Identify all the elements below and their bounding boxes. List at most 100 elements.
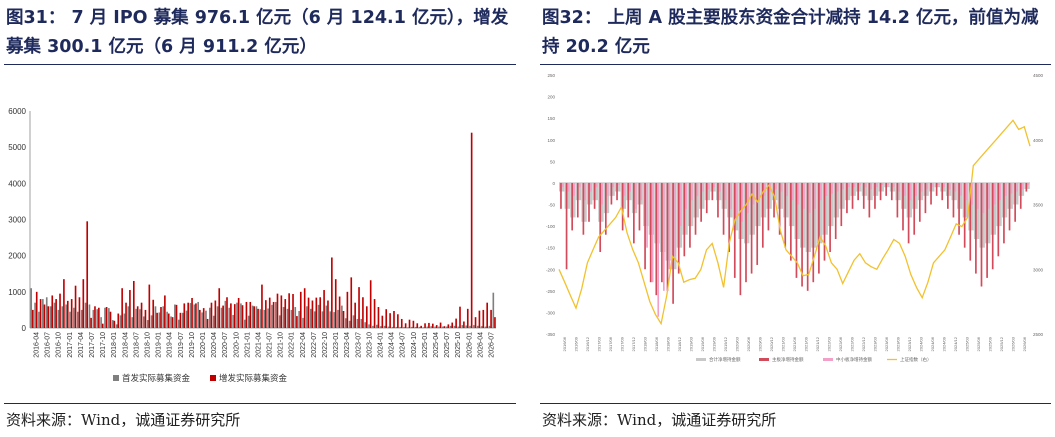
sme-bar bbox=[657, 182, 660, 317]
placement-bar bbox=[55, 299, 57, 328]
x-tick-label: 2018-10 bbox=[145, 332, 152, 358]
x-tick-label: 2025-10 bbox=[455, 332, 462, 358]
placement-bar bbox=[381, 315, 384, 328]
x-tick-label: 2020/06 bbox=[746, 336, 751, 351]
x-tick-label: 2024/03 bbox=[918, 336, 923, 351]
placement-bar bbox=[439, 322, 442, 328]
ipo-bar bbox=[170, 316, 172, 328]
placement-bar bbox=[424, 323, 426, 328]
main-board-bar bbox=[986, 182, 988, 278]
placement-bar bbox=[214, 300, 217, 328]
ipo-bar bbox=[49, 306, 52, 328]
x-tick-label: 2016-07 bbox=[45, 332, 52, 358]
ipo-bar bbox=[104, 307, 106, 328]
placement-bar bbox=[288, 293, 290, 328]
placement-bar bbox=[276, 293, 279, 328]
placement-bar bbox=[59, 293, 61, 328]
placement-bar bbox=[369, 280, 372, 328]
main-board-bar bbox=[801, 182, 803, 287]
placement-bar bbox=[486, 302, 489, 328]
placement-bar bbox=[435, 325, 438, 328]
x-tick-label: 2020/03 bbox=[735, 336, 740, 351]
y-tick-label: 1000 bbox=[8, 288, 26, 297]
shareholder-net-increase-chart: -350 -300 -250 -200 -150 -100 -50 0 50 100 150 200 2… bbox=[546, 73, 1044, 363]
ipo-bar bbox=[379, 326, 382, 328]
ipo-bar bbox=[329, 311, 332, 328]
main-board-bar bbox=[616, 182, 618, 201]
placement-bar bbox=[191, 297, 193, 328]
y-left-tick-label: -250 bbox=[546, 289, 556, 294]
y-left-tick-label: -150 bbox=[546, 246, 556, 251]
sme-bar bbox=[859, 182, 861, 186]
ipo-bar bbox=[197, 301, 200, 328]
placement-bar bbox=[482, 309, 485, 328]
x-tick-label: 2022-04 bbox=[300, 332, 307, 358]
placement-bar bbox=[51, 295, 54, 328]
placement-bar bbox=[249, 301, 252, 328]
placement-bar bbox=[136, 306, 139, 328]
ipo-bar bbox=[438, 326, 440, 328]
x-tick-label: 2019-10 bbox=[189, 332, 196, 358]
ipo-bar bbox=[57, 309, 60, 328]
main-board-bar bbox=[705, 182, 708, 214]
ipo-bar bbox=[352, 315, 355, 328]
placement-bar bbox=[412, 320, 415, 328]
ipo-bar bbox=[96, 309, 99, 328]
x-tick-label: 2016-10 bbox=[56, 332, 63, 358]
x-tick-label: 2020-04 bbox=[211, 332, 218, 358]
ipo-bar bbox=[278, 315, 281, 328]
sme-bar bbox=[780, 182, 783, 192]
ipo-bar bbox=[115, 324, 118, 328]
sme-bar bbox=[848, 182, 850, 188]
main-board-bar bbox=[599, 182, 602, 252]
x-tick-label: 2024/12 bbox=[953, 336, 958, 351]
x-tick-label: 2023-04 bbox=[344, 332, 351, 358]
ipo-bar bbox=[88, 304, 91, 328]
ipo-bar bbox=[240, 303, 242, 328]
legend-swatch-ipo bbox=[113, 375, 119, 381]
main-board-bar bbox=[739, 182, 742, 296]
main-board-bar bbox=[627, 182, 630, 218]
main-board-bar bbox=[790, 182, 792, 261]
placement-bar bbox=[331, 257, 333, 328]
x-tick-label: 2019-01 bbox=[156, 332, 163, 358]
x-tick-label: 2021/03 bbox=[781, 336, 786, 351]
ipo-bar bbox=[422, 327, 425, 328]
right-panel: 图32： 上周 A 股主要股东资金合计减持 14.2 亿元，前值为减持 20.2… bbox=[536, 0, 1055, 437]
sme-bar bbox=[1027, 182, 1030, 186]
main-board-bar bbox=[935, 182, 938, 196]
main-board-bar bbox=[806, 182, 809, 291]
sme-bar bbox=[663, 182, 665, 291]
ipo-bar bbox=[410, 326, 413, 328]
placement-bar bbox=[354, 302, 356, 328]
placement-bar bbox=[125, 302, 127, 328]
sme-bar bbox=[567, 182, 570, 192]
ipo-bar bbox=[259, 309, 262, 328]
x-tick-label: 2026/03 bbox=[1010, 336, 1015, 351]
ipo-bar bbox=[302, 317, 304, 328]
ipo-bar bbox=[449, 325, 452, 328]
ipo-bar bbox=[344, 318, 347, 328]
x-tick-label: 2025/03 bbox=[964, 336, 969, 351]
placement-bar bbox=[98, 307, 100, 328]
placement-bar bbox=[226, 297, 228, 328]
main-board-bar bbox=[890, 182, 893, 201]
ipo-bar bbox=[224, 300, 227, 328]
x-tick-label: 2021-01 bbox=[244, 332, 251, 358]
x-tick-label: 2022/12 bbox=[861, 336, 866, 351]
sme-bar bbox=[948, 182, 951, 190]
y-left-tick-label: 100 bbox=[547, 138, 555, 143]
placement-bar bbox=[152, 299, 155, 328]
placement-bar bbox=[428, 322, 430, 328]
main-board-bar bbox=[588, 182, 590, 222]
x-tick-label: 2025-01 bbox=[422, 332, 429, 358]
sme-bar bbox=[752, 182, 755, 205]
main-board-bar bbox=[773, 182, 775, 218]
ipo-bar bbox=[212, 315, 215, 328]
main-board-bar bbox=[896, 182, 899, 218]
ipo-bar bbox=[154, 306, 157, 328]
placement-bar bbox=[140, 302, 143, 328]
left-panel: 图31： 7 月 IPO 募集 976.1 亿元（6 月 124.1 亿元），增… bbox=[0, 0, 520, 437]
main-board-bar bbox=[700, 182, 702, 222]
title-divider bbox=[4, 64, 516, 65]
